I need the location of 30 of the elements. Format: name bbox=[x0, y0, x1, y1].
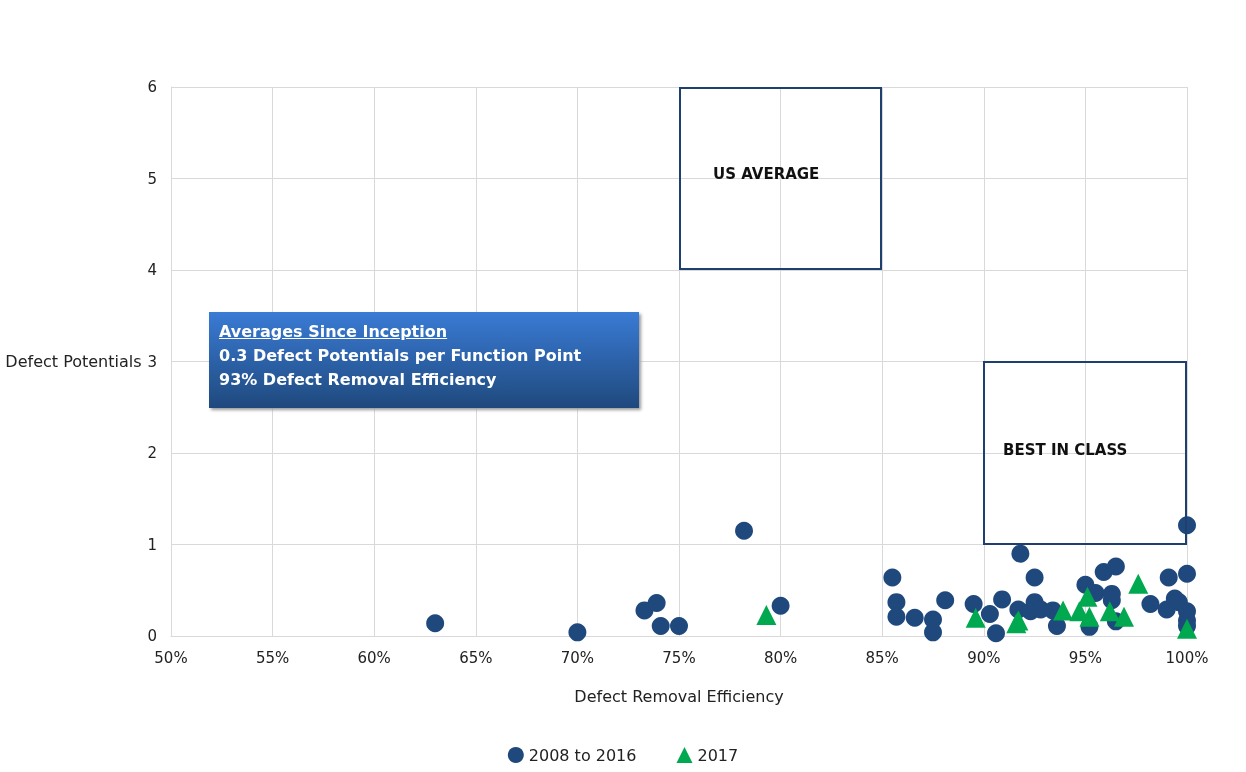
x-tick-label: 90% bbox=[967, 648, 1001, 667]
note-box: Averages Since Inception 0.3 Defect Potentials per Function Point 93% Defect Removal Efficiency bbox=[209, 312, 639, 408]
annotation: US AVERAGE bbox=[713, 165, 820, 183]
annotation: Averages Since Inception bbox=[219, 321, 449, 343]
y-tick-label: 2 bbox=[147, 444, 157, 462]
legend-label: 2017 bbox=[697, 745, 739, 765]
x-tick-label: 85% bbox=[865, 648, 899, 667]
annotation: 0.3 Defect Potentials per Function Point bbox=[219, 345, 583, 367]
x-tick-label: 95% bbox=[1068, 648, 1103, 667]
x-tick-label: 70% bbox=[560, 648, 595, 667]
outline-box: US AVERAGE bbox=[679, 87, 882, 270]
annotation: BEST IN CLASS bbox=[1003, 441, 1128, 459]
x-tick-label: 60% bbox=[357, 648, 391, 667]
x-tick-label: 65% bbox=[459, 648, 493, 667]
outline-box: BEST IN CLASS bbox=[983, 361, 1187, 545]
y-tick-label: 4 bbox=[147, 261, 157, 279]
y-tick-label: 0 bbox=[147, 627, 157, 645]
x-tick-label: 80% bbox=[763, 648, 798, 667]
y-tick-label: 5 bbox=[147, 169, 157, 188]
annotation: 93% Defect Removal Efficiency bbox=[219, 369, 498, 391]
legend-label: 2008 to 2016 bbox=[528, 745, 637, 765]
y-tick-label: 6 bbox=[147, 78, 157, 96]
x-tick-label: 75% bbox=[662, 648, 696, 667]
y-tick-label: 3 bbox=[147, 352, 157, 371]
y-tick-label: 1 bbox=[147, 535, 157, 554]
y-axis-title: Defect Potentials bbox=[5, 352, 142, 371]
x-tick-label: 100% bbox=[1165, 648, 1209, 667]
x-axis-title: Defect Removal Efficiency bbox=[574, 686, 784, 706]
x-tick-label: 55% bbox=[255, 648, 290, 667]
x-tick-label: 50% bbox=[154, 648, 188, 667]
